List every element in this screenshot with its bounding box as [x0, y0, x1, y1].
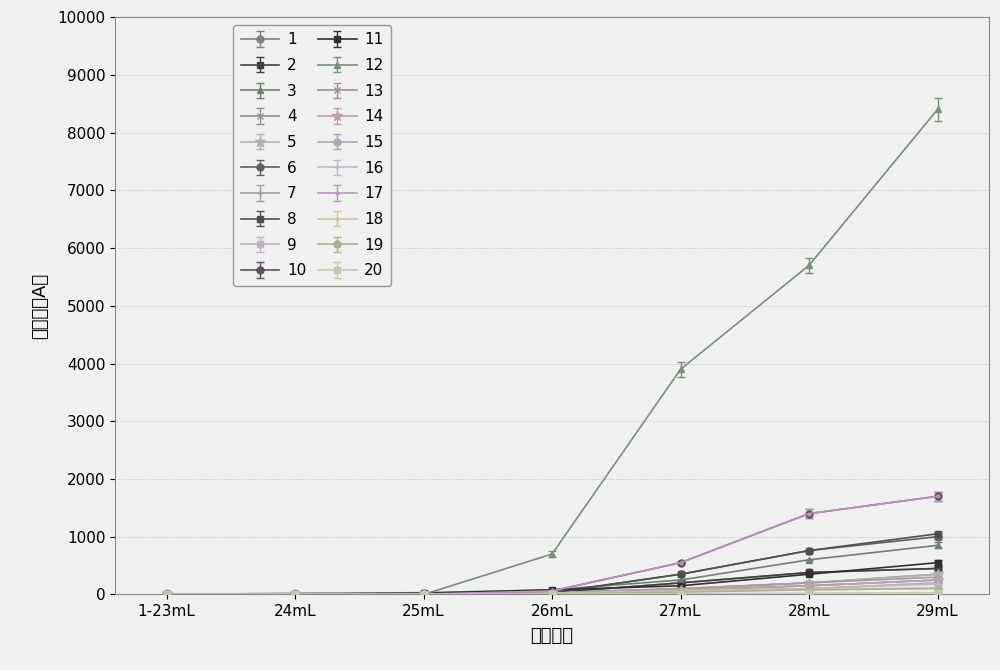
Legend: 1, 2, 3, 4, 5, 6, 7, 8, 9, 10, 11, 12, 13, 14, 15, 16, 17, 18, 19, 20: 1, 2, 3, 4, 5, 6, 7, 8, 9, 10, 11, 12, 1…	[233, 25, 391, 286]
Y-axis label: 峰面积（A）: 峰面积（A）	[31, 273, 49, 339]
X-axis label: 上样体积: 上样体积	[531, 628, 574, 645]
